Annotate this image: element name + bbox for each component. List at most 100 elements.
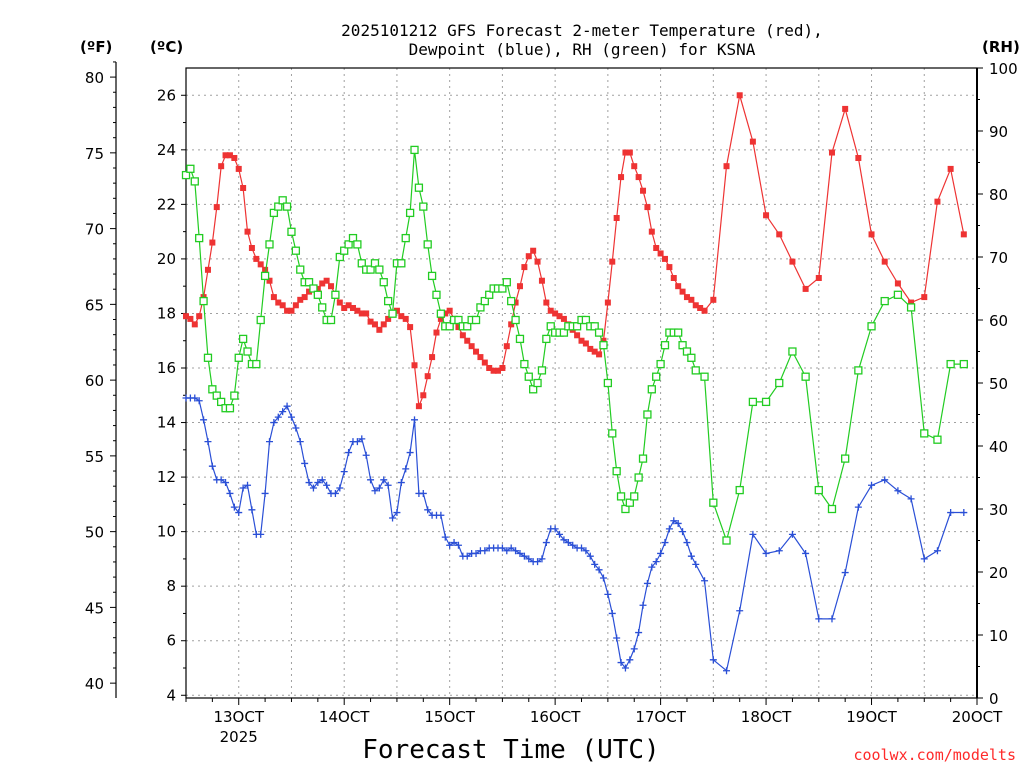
dewpoint-point bbox=[292, 424, 300, 432]
chart-title-line-1: 2025101212 GFS Forecast 2-meter Temperat… bbox=[341, 21, 823, 40]
temperature-point bbox=[240, 185, 247, 191]
dewpoint-point bbox=[608, 609, 616, 617]
dewpoint-point bbox=[648, 563, 656, 571]
temperature-point bbox=[626, 149, 633, 156]
temperature-point bbox=[490, 367, 497, 374]
rh-point bbox=[304, 278, 314, 287]
temperature-point bbox=[204, 266, 211, 273]
rh-point bbox=[775, 378, 784, 388]
rh-point bbox=[678, 341, 687, 350]
rh-point bbox=[682, 347, 692, 356]
rh-point bbox=[282, 202, 292, 211]
rh-point bbox=[652, 372, 661, 381]
temperature-point bbox=[363, 310, 370, 317]
temperature-point bbox=[495, 367, 502, 374]
temperature-point bbox=[855, 155, 862, 161]
temperature-point bbox=[279, 302, 286, 309]
temperature-point bbox=[701, 307, 708, 314]
rh-tick-label: 100 bbox=[989, 60, 1018, 78]
temperature-point bbox=[367, 318, 374, 325]
rh-point bbox=[366, 265, 375, 274]
dewpoint-point bbox=[652, 558, 660, 566]
dewpoint-point bbox=[362, 451, 370, 459]
dewpoint-point bbox=[222, 479, 230, 487]
rh-point bbox=[419, 202, 428, 211]
dewpoint-point bbox=[525, 555, 533, 563]
temperature-point bbox=[499, 365, 506, 371]
dewpoint-point bbox=[657, 549, 665, 557]
dewpoint-point bbox=[551, 525, 559, 533]
dewpoint-point bbox=[604, 590, 612, 598]
rh-point bbox=[691, 366, 700, 375]
temperature-point bbox=[446, 307, 453, 314]
dewpoint-point bbox=[217, 476, 225, 484]
temperature-point bbox=[209, 239, 216, 246]
rh-point bbox=[603, 378, 613, 388]
fahrenheit-tick-label: 80 bbox=[85, 69, 104, 87]
fahrenheit-tick-label: 50 bbox=[85, 524, 104, 542]
celsius-tick-label: 18 bbox=[157, 304, 176, 322]
temperature-point bbox=[666, 264, 673, 271]
x-axis-title: Forecast Time (UTC) bbox=[362, 735, 659, 765]
temperature-point bbox=[508, 321, 515, 328]
rh-point bbox=[379, 278, 388, 287]
rh-point bbox=[906, 303, 916, 312]
rh-point bbox=[335, 252, 344, 262]
rh-point bbox=[353, 240, 362, 249]
dewpoint-point bbox=[463, 552, 471, 560]
rh-point bbox=[471, 315, 481, 325]
x-tick-label: 19OCT bbox=[846, 708, 897, 726]
temperature-point bbox=[640, 187, 647, 194]
temperature-point bbox=[213, 204, 220, 211]
temperature-point bbox=[354, 307, 361, 314]
dewpoint-point bbox=[195, 397, 203, 405]
temperature-point bbox=[512, 299, 519, 306]
dewpoint-point bbox=[854, 503, 862, 511]
rh-point bbox=[841, 454, 850, 463]
dewpoint-point bbox=[507, 544, 515, 552]
temperature-point bbox=[301, 294, 308, 301]
dewpoint-point bbox=[960, 509, 968, 517]
rh-point bbox=[761, 397, 771, 407]
rh-point bbox=[410, 145, 419, 155]
temperature-point bbox=[191, 321, 198, 328]
temperature-point bbox=[319, 280, 326, 287]
dewpoint-point bbox=[613, 634, 621, 642]
dewpoint-point bbox=[265, 438, 273, 446]
temperature-point bbox=[749, 138, 756, 145]
temperature-point bbox=[644, 204, 651, 211]
dewpoint-point bbox=[279, 408, 287, 416]
dewpoint-point bbox=[402, 465, 410, 473]
fahrenheit-unit-label: (ºF) bbox=[80, 38, 112, 56]
rh-tick-label: 0 bbox=[989, 690, 999, 708]
rh-point bbox=[634, 473, 643, 482]
rh-point bbox=[709, 498, 718, 507]
rh-point bbox=[260, 271, 270, 281]
dewpoint-point bbox=[375, 484, 383, 492]
dewpoint-point bbox=[674, 519, 682, 527]
dewpoint-point bbox=[301, 459, 309, 467]
temperature-point bbox=[297, 296, 304, 303]
dewpoint-point bbox=[639, 601, 647, 609]
dewpoint-point bbox=[679, 528, 687, 536]
temperature-point bbox=[609, 258, 616, 265]
rh-point bbox=[612, 467, 621, 476]
dewpoint-point bbox=[665, 525, 673, 533]
fahrenheit-tick-label: 45 bbox=[85, 599, 104, 617]
temperature-point bbox=[688, 296, 695, 303]
dewpoint-point bbox=[248, 506, 256, 514]
temperature-point bbox=[552, 310, 559, 317]
temperature-point bbox=[683, 294, 690, 301]
dewpoint-point bbox=[204, 438, 212, 446]
data-series bbox=[181, 92, 968, 675]
temperature-point bbox=[486, 365, 493, 371]
dewpoint-point bbox=[661, 539, 669, 547]
dewpoint-point bbox=[261, 489, 269, 497]
dewpoint-point bbox=[881, 476, 889, 484]
dewpoint-line bbox=[186, 397, 964, 672]
rh-point bbox=[524, 372, 533, 381]
rh-point bbox=[436, 309, 446, 318]
dewpoint-point bbox=[788, 530, 796, 538]
temperature-point bbox=[613, 215, 620, 221]
temperature-point bbox=[402, 315, 409, 322]
